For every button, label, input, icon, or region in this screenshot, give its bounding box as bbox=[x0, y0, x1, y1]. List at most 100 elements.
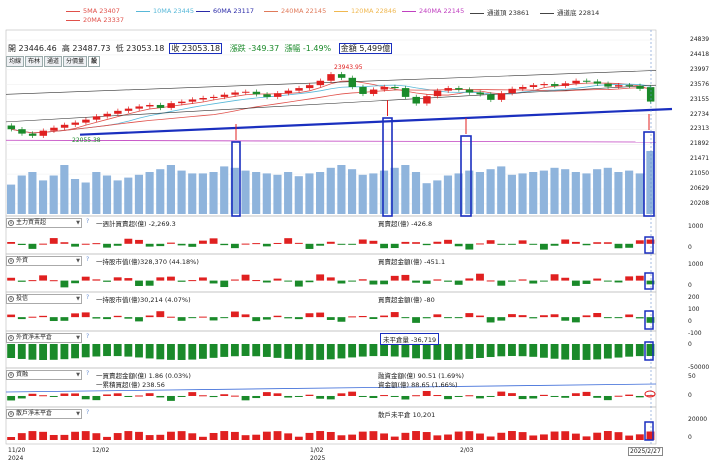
tab-bollinger[interactable]: 布林 bbox=[25, 56, 44, 67]
indicator-bar bbox=[390, 312, 399, 318]
close-icon[interactable]: × bbox=[8, 296, 14, 302]
indicator-bar bbox=[124, 317, 133, 319]
volume-bar bbox=[390, 167, 399, 214]
panel5-selector[interactable]: × 資融 ▼ bbox=[6, 370, 82, 380]
close-icon[interactable]: × bbox=[8, 220, 14, 226]
tab-settings[interactable]: 設 bbox=[88, 56, 101, 67]
volume-bar bbox=[369, 173, 378, 214]
candle-body bbox=[444, 88, 452, 91]
panel5-right-text1: 融資金額(億) 90.51 (1.69%) bbox=[378, 372, 465, 380]
candle-body bbox=[433, 90, 442, 97]
panel3-left-text: 一持股市值(億)30,214 (4.07%) bbox=[96, 296, 191, 304]
candle-body bbox=[114, 110, 122, 114]
help-icon[interactable]: ? bbox=[86, 409, 90, 416]
retail-oi-bar bbox=[369, 431, 378, 440]
tab-channel[interactable]: 通道 bbox=[44, 56, 63, 67]
panel-highlight-box bbox=[644, 341, 654, 361]
indicator-bar bbox=[625, 314, 634, 318]
indicator-bar bbox=[81, 276, 90, 281]
channel-bottom-line bbox=[5, 84, 657, 123]
oi-bar bbox=[17, 344, 26, 359]
indicator-bar bbox=[646, 280, 655, 285]
indicator-bar bbox=[380, 280, 389, 285]
indicator-bar bbox=[294, 242, 303, 244]
indicator-bar bbox=[252, 280, 261, 282]
chevron-down-icon[interactable]: ▼ bbox=[76, 220, 80, 226]
oi-bar bbox=[92, 344, 101, 357]
indicator-bar bbox=[529, 317, 538, 319]
indicator-bar bbox=[433, 314, 442, 318]
oi-bar bbox=[262, 344, 271, 357]
indicator-bar bbox=[550, 243, 559, 246]
indicator-bar bbox=[17, 317, 26, 320]
candle-body bbox=[465, 89, 474, 93]
panel-tick-label: 100 bbox=[688, 306, 700, 313]
panel4-selector[interactable]: × 外資淨未平倉 ▼ bbox=[6, 333, 82, 343]
help-icon[interactable]: ? bbox=[86, 370, 90, 377]
retail-oi-bar bbox=[561, 431, 570, 440]
indicator-bar bbox=[177, 280, 186, 282]
indicator-bar bbox=[92, 243, 101, 245]
volume-bar bbox=[486, 169, 495, 214]
chevron-down-icon[interactable]: ▼ bbox=[76, 296, 80, 302]
candle-body bbox=[252, 91, 261, 95]
oi-bar bbox=[508, 344, 516, 357]
close-icon[interactable]: × bbox=[8, 411, 14, 417]
help-icon[interactable]: ? bbox=[86, 218, 90, 225]
chevron-down-icon[interactable]: ▼ bbox=[76, 335, 80, 341]
oi-bar bbox=[422, 344, 431, 360]
close-icon[interactable]: × bbox=[8, 335, 14, 341]
oi-bar bbox=[593, 344, 602, 360]
close-icon[interactable]: × bbox=[8, 258, 14, 264]
indicator-bar bbox=[582, 315, 591, 318]
indicator-bar bbox=[316, 243, 325, 246]
candle-body bbox=[295, 88, 303, 91]
volume-bar bbox=[497, 166, 506, 214]
indicator-bar bbox=[444, 280, 452, 282]
indicator-bar bbox=[603, 242, 612, 244]
candle-body bbox=[572, 80, 580, 84]
help-icon[interactable]: ? bbox=[86, 333, 90, 340]
indicator-bar bbox=[401, 274, 410, 281]
indicator-bar bbox=[476, 315, 484, 318]
volume-bar bbox=[273, 174, 282, 214]
volume-bar bbox=[411, 172, 421, 214]
chevron-down-icon[interactable]: ▼ bbox=[76, 258, 80, 264]
indicator-bar bbox=[561, 395, 570, 398]
panel3-selector[interactable]: × 投信 ▼ bbox=[6, 294, 82, 304]
retail-oi-bar bbox=[401, 432, 410, 440]
panel-tick-label: 0 bbox=[688, 244, 692, 251]
indicator-bar bbox=[49, 238, 58, 244]
panel-highlight-box bbox=[644, 272, 654, 290]
indicator-bar bbox=[614, 395, 623, 397]
ma-line bbox=[11, 87, 651, 134]
chevron-down-icon[interactable]: ▼ bbox=[76, 411, 80, 417]
tab-ma[interactable]: 均線 bbox=[6, 56, 25, 67]
indicator-bar bbox=[284, 395, 293, 398]
help-icon[interactable]: ? bbox=[86, 256, 90, 263]
oi-bar bbox=[454, 344, 463, 360]
indicator-bar bbox=[199, 277, 207, 281]
indicator-bar bbox=[294, 317, 303, 320]
chevron-down-icon[interactable]: ▼ bbox=[76, 372, 80, 378]
retail-oi-bar bbox=[81, 431, 90, 440]
close-icon[interactable]: × bbox=[8, 372, 14, 378]
indicator-bar bbox=[39, 243, 48, 245]
panel2-selector[interactable]: × 外資 ▼ bbox=[6, 256, 82, 266]
candle-body bbox=[39, 130, 48, 136]
indicator-bar bbox=[337, 243, 346, 245]
indicator-bar bbox=[71, 393, 79, 396]
indicator-bar bbox=[582, 243, 591, 246]
panel6-selector[interactable]: × 散戶淨未平倉 ▼ bbox=[6, 409, 82, 419]
oi-bar bbox=[326, 344, 335, 360]
tab-volume-profile[interactable]: 分價量 bbox=[63, 56, 88, 67]
help-icon[interactable]: ? bbox=[86, 294, 90, 301]
indicator-bar bbox=[273, 393, 282, 396]
candle-body bbox=[284, 90, 293, 94]
open-value: 開 23446.46 bbox=[8, 44, 57, 53]
indicator-bar bbox=[508, 314, 516, 318]
panel1-selector[interactable]: × 主力買賣超 ▼ bbox=[6, 218, 82, 228]
oi-bar bbox=[28, 344, 37, 360]
volume-bar bbox=[60, 165, 69, 214]
